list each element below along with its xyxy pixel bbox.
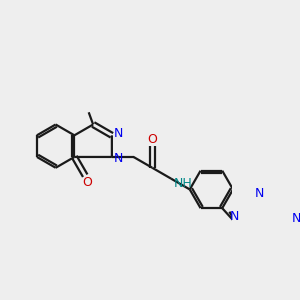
Text: O: O [82, 176, 92, 189]
Text: N: N [113, 127, 123, 140]
Text: NH: NH [174, 177, 193, 190]
Text: O: O [147, 133, 157, 146]
Text: N: N [292, 212, 300, 225]
Text: N: N [254, 187, 264, 200]
Text: N: N [113, 152, 123, 165]
Text: N: N [230, 210, 239, 224]
